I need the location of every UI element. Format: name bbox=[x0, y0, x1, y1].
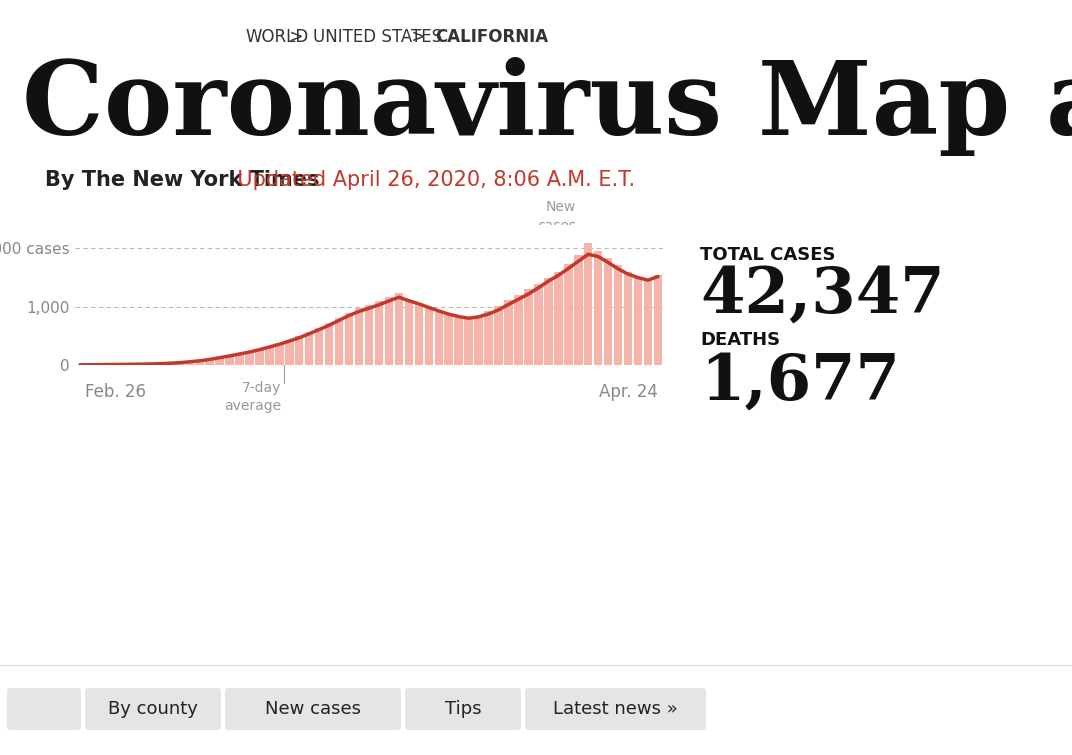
Text: >: > bbox=[279, 28, 314, 46]
Bar bbox=[534, 284, 542, 365]
Bar bbox=[345, 313, 354, 365]
Bar bbox=[644, 281, 652, 365]
Text: Updated April 26, 2020, 8:06 A.M. E.T.: Updated April 26, 2020, 8:06 A.M. E.T. bbox=[223, 170, 635, 190]
FancyBboxPatch shape bbox=[405, 688, 521, 730]
Bar bbox=[325, 323, 333, 365]
FancyBboxPatch shape bbox=[8, 688, 81, 730]
Bar bbox=[554, 273, 563, 365]
FancyBboxPatch shape bbox=[85, 688, 221, 730]
Bar bbox=[634, 278, 642, 365]
Bar bbox=[235, 353, 243, 365]
Bar bbox=[584, 242, 593, 365]
Bar bbox=[255, 350, 264, 365]
Text: Coronavirus Map and Case: Coronavirus Map and Case bbox=[23, 57, 1072, 156]
Text: 1,677: 1,677 bbox=[700, 352, 899, 412]
Bar bbox=[285, 340, 294, 365]
Bar bbox=[245, 352, 254, 365]
Text: UNITED STATES: UNITED STATES bbox=[313, 28, 442, 46]
Bar bbox=[146, 364, 154, 365]
Text: By The New York Times: By The New York Times bbox=[45, 170, 319, 190]
Bar bbox=[334, 318, 343, 365]
Bar bbox=[215, 357, 224, 365]
Bar bbox=[594, 251, 602, 365]
Bar bbox=[455, 317, 463, 365]
Bar bbox=[524, 289, 533, 365]
Bar bbox=[185, 362, 194, 365]
Bar bbox=[206, 359, 213, 365]
Bar bbox=[485, 311, 493, 365]
Bar bbox=[385, 297, 393, 365]
Bar bbox=[304, 332, 313, 365]
FancyBboxPatch shape bbox=[525, 688, 706, 730]
Bar bbox=[404, 300, 413, 365]
Bar bbox=[195, 361, 204, 365]
Bar bbox=[415, 304, 423, 365]
Bar bbox=[494, 306, 503, 365]
Bar bbox=[425, 307, 433, 365]
Bar bbox=[295, 337, 303, 365]
Bar bbox=[394, 293, 403, 365]
Bar bbox=[155, 364, 164, 365]
Bar bbox=[545, 278, 553, 365]
Bar bbox=[624, 272, 632, 365]
Bar bbox=[564, 263, 572, 365]
Bar bbox=[276, 344, 283, 365]
Text: 7-day
average: 7-day average bbox=[224, 381, 281, 414]
Text: Tips: Tips bbox=[445, 700, 481, 718]
Bar bbox=[265, 347, 273, 365]
Bar bbox=[375, 301, 383, 365]
Bar bbox=[355, 308, 363, 365]
Bar bbox=[475, 316, 482, 365]
Bar bbox=[364, 305, 373, 365]
Text: DEATHS: DEATHS bbox=[700, 331, 780, 349]
Bar bbox=[504, 300, 512, 365]
Bar bbox=[434, 312, 443, 365]
Text: 42,347: 42,347 bbox=[700, 264, 944, 325]
Bar bbox=[574, 255, 582, 365]
Bar bbox=[654, 275, 662, 365]
Bar bbox=[315, 328, 324, 365]
Bar bbox=[225, 356, 234, 365]
Text: Apr. 24: Apr. 24 bbox=[599, 383, 658, 401]
Bar bbox=[515, 295, 523, 365]
Text: >: > bbox=[401, 28, 436, 46]
Text: WORLD: WORLD bbox=[245, 28, 309, 46]
Bar bbox=[165, 363, 174, 365]
Text: Feb. 26: Feb. 26 bbox=[85, 383, 146, 401]
FancyBboxPatch shape bbox=[225, 688, 401, 730]
Bar bbox=[135, 364, 144, 365]
Text: CALIFORNIA: CALIFORNIA bbox=[435, 28, 549, 46]
Bar bbox=[614, 265, 623, 365]
Bar bbox=[464, 319, 473, 365]
Bar bbox=[176, 362, 184, 365]
Bar bbox=[604, 257, 612, 365]
Text: TOTAL CASES: TOTAL CASES bbox=[700, 246, 835, 264]
Text: Latest news »: Latest news » bbox=[553, 700, 678, 718]
Text: New cases: New cases bbox=[265, 700, 361, 718]
Bar bbox=[445, 315, 453, 365]
Text: By county: By county bbox=[108, 700, 198, 718]
Text: New
cases: New cases bbox=[537, 200, 577, 233]
